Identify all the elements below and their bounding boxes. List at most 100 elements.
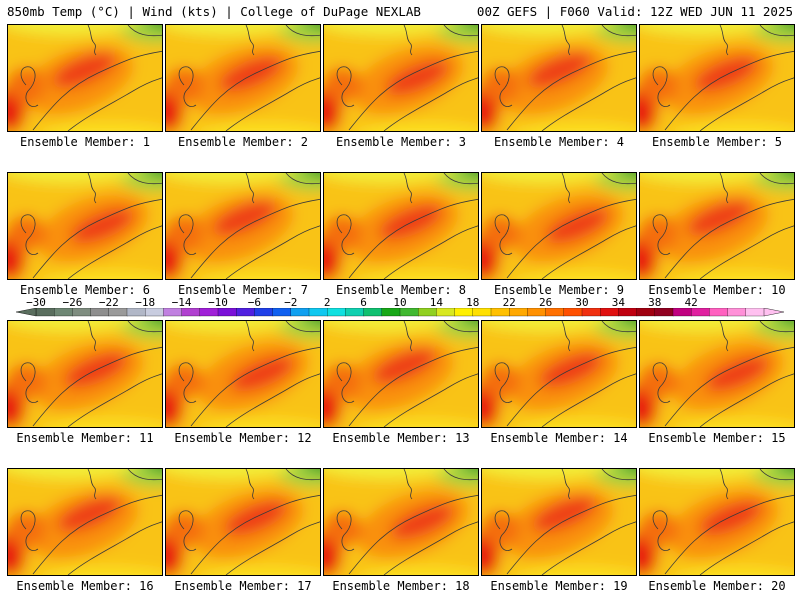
ensemble-panel: Ensemble Member: 18	[323, 468, 479, 593]
temperature-map	[481, 24, 637, 132]
temperature-map-graphic	[8, 321, 162, 427]
temperature-map	[639, 320, 795, 428]
colorbar-segment	[691, 308, 711, 317]
colorbar-segment	[399, 308, 419, 317]
temperature-map-graphic	[482, 25, 636, 131]
colorbar-tick-label: 30	[575, 296, 589, 309]
colorbar-segment	[54, 308, 74, 317]
ensemble-member-label: Ensemble Member: 16	[16, 579, 154, 593]
ensemble-panel: Ensemble Member: 4	[481, 24, 637, 149]
temperature-map-graphic	[640, 469, 794, 575]
temperature-map	[639, 468, 795, 576]
temperature-map	[165, 24, 321, 132]
temperature-map	[323, 172, 479, 280]
temperature-map-graphic	[482, 469, 636, 575]
temperature-map	[7, 468, 163, 576]
colorbar-tick-label: 6	[360, 296, 367, 309]
colorbar-segment	[745, 308, 765, 317]
ensemble-panel: Ensemble Member: 5	[639, 24, 795, 149]
temperature-map	[7, 172, 163, 280]
colorbar-segment	[709, 308, 729, 317]
ensemble-member-label: Ensemble Member: 7	[177, 283, 309, 297]
colorbar-tick-label: 38	[648, 296, 662, 309]
ensemble-member-label: Ensemble Member: 4	[493, 135, 625, 149]
colorbar-segment	[490, 308, 510, 317]
temperature-map	[323, 320, 479, 428]
colorbar-segment	[509, 308, 529, 317]
colorbar-segment	[545, 308, 565, 317]
temperature-map-graphic	[482, 321, 636, 427]
colorbar-tick-label: 26	[538, 296, 553, 309]
ensemble-member-label: Ensemble Member: 11	[16, 431, 154, 445]
colorbar-segment	[163, 308, 183, 317]
temperature-map-graphic	[640, 25, 794, 131]
temperature-map-graphic	[482, 173, 636, 279]
ensemble-member-label: Ensemble Member: 1	[19, 135, 151, 149]
ensemble-member-label: Ensemble Member: 8	[335, 283, 467, 297]
colorbar-segment	[654, 308, 674, 317]
temperature-map-graphic	[640, 321, 794, 427]
colorbar-segment	[454, 308, 474, 317]
ensemble-panel: Ensemble Member: 7	[165, 172, 321, 297]
temperature-map	[481, 320, 637, 428]
ensemble-panel: Ensemble Member: 14	[481, 320, 637, 445]
ensemble-member-label: Ensemble Member: 13	[332, 431, 470, 445]
colorbar-segment	[527, 308, 547, 317]
colorbar-tick-label: −30	[26, 296, 46, 309]
temperature-map	[481, 172, 637, 280]
ensemble-member-label: Ensemble Member: 14	[490, 431, 628, 445]
ensemble-panel: Ensemble Member: 1	[7, 24, 163, 149]
colorbar-segment	[145, 308, 165, 317]
colorbar-segment	[345, 308, 365, 317]
temperature-map-graphic	[640, 173, 794, 279]
colorbar-left-arrow	[15, 308, 37, 317]
ensemble-panel: Ensemble Member: 20	[639, 468, 795, 593]
colorbar-segment	[581, 308, 601, 317]
colorbar-segment	[472, 308, 492, 317]
colorbar-segment	[35, 308, 55, 317]
colorbar-tick-label: −2	[284, 296, 298, 309]
colorbar-segment	[618, 308, 638, 317]
temperature-map	[7, 24, 163, 132]
colorbar-tick-label: 34	[611, 296, 626, 309]
temperature-map	[639, 172, 795, 280]
temperature-map-graphic	[324, 321, 478, 427]
colorbar-tick-label: 2	[323, 296, 331, 309]
ensemble-panel: Ensemble Member: 6	[7, 172, 163, 297]
ensemble-member-label: Ensemble Member: 3	[335, 135, 467, 149]
temperature-map	[323, 24, 479, 132]
ensemble-panel: Ensemble Member: 3	[323, 24, 479, 149]
temperature-map-graphic	[324, 173, 478, 279]
colorbar-tick-label: −10	[208, 296, 228, 309]
temperature-map-graphic	[166, 469, 320, 575]
ensemble-member-label: Ensemble Member: 2	[177, 135, 309, 149]
colorbar-segment	[108, 308, 128, 317]
ensemble-panel: Ensemble Member: 9	[481, 172, 637, 297]
colorbar-segment	[436, 308, 456, 317]
colorbar-segment	[90, 308, 110, 317]
ensemble-member-label: Ensemble Member: 18	[332, 579, 470, 593]
colorbar-tick-label: −22	[98, 296, 119, 309]
colorbar-segment	[600, 308, 620, 317]
temperature-map-graphic	[8, 25, 162, 131]
ensemble-member-label: Ensemble Member: 10	[648, 283, 786, 297]
colorbar-bar	[15, 308, 785, 317]
temperature-map-graphic	[166, 173, 320, 279]
temperature-map	[639, 24, 795, 132]
colorbar-tick-label: −6	[247, 296, 262, 309]
ensemble-panel: Ensemble Member: 10	[639, 172, 795, 297]
ensemble-panel: Ensemble Member: 12	[165, 320, 321, 445]
ensemble-panel: Ensemble Member: 19	[481, 468, 637, 593]
temperature-map-graphic	[166, 321, 320, 427]
ensemble-panel: Ensemble Member: 8	[323, 172, 479, 297]
ensemble-panel: Ensemble Member: 17	[165, 468, 321, 593]
temperature-map	[323, 468, 479, 576]
ensemble-panel: Ensemble Member: 15	[639, 320, 795, 445]
ensemble-member-label: Ensemble Member: 19	[490, 579, 628, 593]
ensemble-member-label: Ensemble Member: 15	[648, 431, 786, 445]
colorbar-segment	[672, 308, 692, 317]
colorbar-segment	[636, 308, 656, 317]
temperature-map	[481, 468, 637, 576]
colorbar-segment	[381, 308, 401, 317]
colorbar-segment	[236, 308, 256, 317]
